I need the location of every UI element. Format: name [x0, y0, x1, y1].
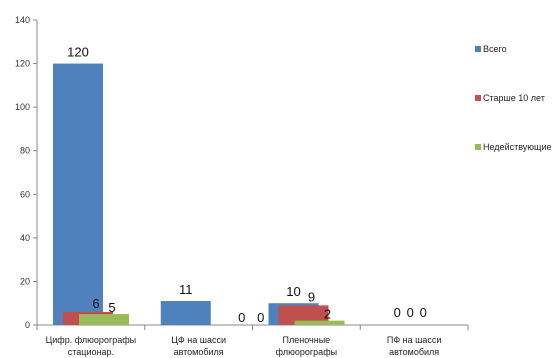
- category-label-line: флюорографы: [276, 347, 337, 357]
- data-label: 5: [108, 300, 115, 315]
- y-tick-label: 120: [15, 59, 30, 69]
- category-label-line: ЦФ на шасси: [171, 335, 226, 345]
- y-axis-ticks: 0 20 40 60 80 100 120 140: [15, 15, 37, 330]
- y-tick-label: 60: [20, 189, 30, 199]
- category-label-line: Пленочные: [283, 335, 331, 345]
- legend-swatch: [475, 144, 481, 150]
- data-label: 11: [179, 282, 193, 297]
- legend-swatch: [475, 46, 481, 52]
- data-label: 0: [257, 310, 264, 325]
- bar-older-than-10: [278, 305, 329, 325]
- legend-label: Недействующие: [483, 142, 551, 152]
- data-label: 6: [92, 296, 99, 311]
- data-labels: 120 11 10 0 6 0 9 0 5 0 2 0: [67, 45, 427, 325]
- bar-total: [53, 63, 103, 325]
- data-label: 0: [394, 305, 401, 320]
- y-tick-label: 0: [25, 320, 30, 330]
- legend-swatch: [475, 95, 481, 101]
- category-label: Цифр. флюорографы стационар.: [46, 335, 137, 357]
- bar-inactive: [294, 320, 345, 325]
- category-label-line: Цифр. флюорографы: [46, 335, 137, 345]
- y-tick-label: 140: [15, 15, 30, 25]
- data-label: 0: [407, 305, 414, 320]
- data-label: 0: [420, 305, 427, 320]
- y-tick-label: 20: [20, 276, 30, 286]
- category-label-line: стационар.: [68, 347, 114, 357]
- legend-label: Старше 10 лет: [483, 93, 545, 103]
- x-axis-categories: Цифр. флюорографы стационар. ЦФ на шасси ав…: [46, 335, 442, 357]
- legend: Всего Старше 10 лет Недействующие: [475, 44, 551, 152]
- category-label: Пленочные флюорографы: [276, 335, 337, 357]
- category-label-line: автомобиля: [174, 347, 224, 357]
- chart-bars: [53, 63, 345, 325]
- y-tick-label: 100: [15, 102, 30, 112]
- y-tick-label: 80: [20, 146, 30, 156]
- y-tick-label: 40: [20, 233, 30, 243]
- category-label: ПФ на шасси автомобиля: [387, 335, 442, 357]
- data-label: 0: [238, 310, 245, 325]
- category-label: ЦФ на шасси автомобиля: [171, 335, 226, 357]
- data-label: 10: [286, 284, 300, 299]
- bar-total: [160, 301, 211, 325]
- data-label: 9: [308, 289, 315, 304]
- category-label-line: ПФ на шасси: [387, 335, 442, 345]
- legend-label: Всего: [483, 44, 507, 54]
- data-label: 2: [324, 307, 331, 322]
- data-label: 120: [67, 45, 89, 60]
- bar-inactive: [79, 314, 129, 325]
- category-label-line: автомобиля: [389, 347, 439, 357]
